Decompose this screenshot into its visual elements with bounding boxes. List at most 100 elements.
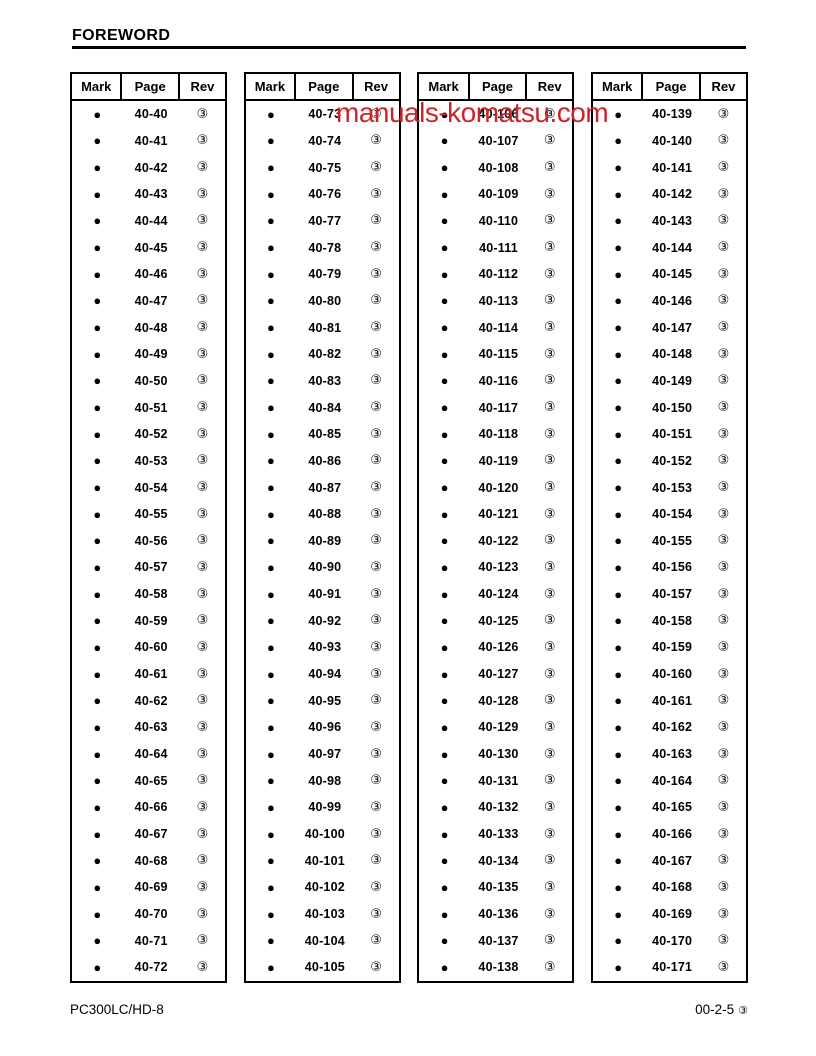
table-row: ● 40-57 ③ — [72, 554, 225, 581]
page-number: 40-171 — [652, 960, 693, 975]
page-number: 40-117 — [478, 400, 519, 415]
page-number: 40-116 — [478, 373, 519, 388]
page-number: 40-89 — [308, 533, 342, 548]
page-number: 40-105 — [304, 960, 345, 975]
mark-dot: ● — [440, 693, 449, 709]
table-row: ● 40-45 ③ — [72, 234, 225, 261]
rev-mark: ③ — [717, 559, 730, 575]
page-number: 40-62 — [134, 693, 168, 708]
mark-dot: ● — [440, 639, 449, 655]
page-number: 40-153 — [652, 480, 693, 495]
mark-dot: ● — [93, 933, 102, 949]
table-row: ● 40-121 ③ — [419, 501, 572, 528]
mark-dot: ● — [93, 799, 102, 815]
revision-table-1: Mark Page Rev ● 40-40 ③ ● 40-41 ③ ● 40-42 ③ ● 40-43 ③ ●… — [70, 72, 227, 983]
page-number: 40-113 — [478, 293, 519, 308]
mark-dot: ● — [440, 533, 449, 549]
footer-model-number: PC300LC/HD-8 — [70, 1002, 164, 1017]
page-number: 40-119 — [478, 453, 519, 468]
rev-mark: ③ — [717, 400, 730, 416]
mark-dot: ● — [93, 133, 102, 149]
table-row: ● 40-98 ③ — [246, 767, 399, 794]
table-row: ● 40-88 ③ — [246, 501, 399, 528]
rev-mark: ③ — [543, 266, 556, 282]
rev-mark: ③ — [370, 106, 382, 122]
table-row: ● 40-103 ③ — [246, 901, 399, 928]
table-row: ● 40-46 ③ — [72, 261, 225, 288]
rev-mark: ③ — [543, 666, 556, 682]
mark-dot: ● — [93, 826, 102, 842]
page-number: 40-148 — [652, 347, 693, 362]
column-header-page: Page — [296, 74, 354, 99]
table-row: ● 40-71 ③ — [72, 927, 225, 954]
page-number: 40-68 — [134, 853, 168, 868]
rev-mark: ③ — [370, 853, 382, 869]
table-row: ● 40-146 ③ — [593, 288, 746, 315]
mark-dot: ● — [266, 240, 275, 256]
mark-dot: ● — [93, 559, 102, 575]
table-row: ● 40-75 ③ — [246, 154, 399, 181]
page-number: 40-49 — [134, 347, 168, 362]
page-number: 40-169 — [652, 907, 693, 922]
mark-dot: ● — [614, 826, 623, 842]
table-row: ● 40-63 ③ — [72, 714, 225, 741]
page-number: 40-115 — [478, 347, 519, 362]
rev-mark: ③ — [196, 266, 209, 282]
table-row: ● 40-155 ③ — [593, 528, 746, 555]
table-row: ● 40-141 ③ — [593, 154, 746, 181]
rev-mark: ③ — [717, 639, 730, 655]
rev-mark: ③ — [717, 106, 730, 122]
mark-dot: ● — [266, 906, 275, 922]
rev-mark: ③ — [543, 160, 556, 176]
table-row: ● 40-123 ③ — [419, 554, 572, 581]
table-row: ● 40-56 ③ — [72, 528, 225, 555]
mark-dot: ● — [440, 933, 449, 949]
mark-dot: ● — [614, 959, 623, 975]
table-row: ● 40-47 ③ — [72, 288, 225, 315]
mark-dot: ● — [440, 186, 449, 202]
table-row: ● 40-137 ③ — [419, 927, 572, 954]
rev-mark: ③ — [543, 586, 556, 602]
rev-mark: ③ — [196, 586, 209, 602]
table-row: ● 40-70 ③ — [72, 901, 225, 928]
column-header-rev: Rev — [190, 79, 215, 94]
page-number: 40-125 — [478, 613, 519, 628]
page-number: 40-88 — [308, 507, 342, 522]
page-number: 40-73 — [308, 107, 342, 122]
mark-dot: ● — [440, 320, 449, 336]
page-number: 40-54 — [134, 480, 168, 495]
table-row: ● 40-110 ③ — [419, 208, 572, 235]
revision-table-2: Mark Page Rev ● 40-73 ③ ● 40-74 ③ ● 40-75 ③ ● 40-76 ③ ●… — [243, 72, 401, 983]
table-row: ● 40-118 ③ — [419, 421, 572, 448]
rev-mark: ③ — [543, 426, 556, 442]
page-number: 40-43 — [134, 187, 168, 202]
revision-table-3: Mark Page Rev ● 40-106 ③ ● 40-107 ③ ● 40-108 ③ ● 40-1… — [417, 72, 575, 983]
page-number: 40-122 — [478, 533, 519, 548]
rev-mark: ③ — [717, 320, 730, 336]
rev-mark: ③ — [543, 773, 556, 789]
rev-mark: ③ — [717, 719, 730, 735]
page-number: 40-140 — [652, 133, 693, 148]
page-number: 40-85 — [308, 427, 342, 442]
footer-page-number: 00-2-5 ③ — [695, 1002, 748, 1017]
page-number: 40-159 — [652, 640, 693, 655]
table-row: ● 40-67 ③ — [72, 821, 225, 848]
table-row: ● 40-49 ③ — [72, 341, 225, 368]
rev-mark: ③ — [717, 266, 730, 282]
rev-mark: ③ — [370, 240, 382, 256]
page-number: 40-70 — [134, 907, 168, 922]
table-row: ● 40-136 ③ — [419, 901, 572, 928]
table-row: ● 40-130 ③ — [419, 741, 572, 768]
page-number: 40-75 — [308, 160, 342, 175]
table-row: ● 40-170 ③ — [593, 927, 746, 954]
table-row: ● 40-109 ③ — [419, 181, 572, 208]
mark-dot: ● — [266, 746, 275, 762]
rev-mark: ③ — [370, 373, 382, 389]
rev-mark: ③ — [543, 213, 556, 229]
table-row: ● 40-80 ③ — [246, 288, 399, 315]
rev-mark: ③ — [196, 693, 209, 709]
mark-dot: ● — [440, 719, 449, 735]
page-number: 40-146 — [652, 293, 693, 308]
table-row: ● 40-90 ③ — [246, 554, 399, 581]
mark-dot: ● — [440, 213, 449, 229]
